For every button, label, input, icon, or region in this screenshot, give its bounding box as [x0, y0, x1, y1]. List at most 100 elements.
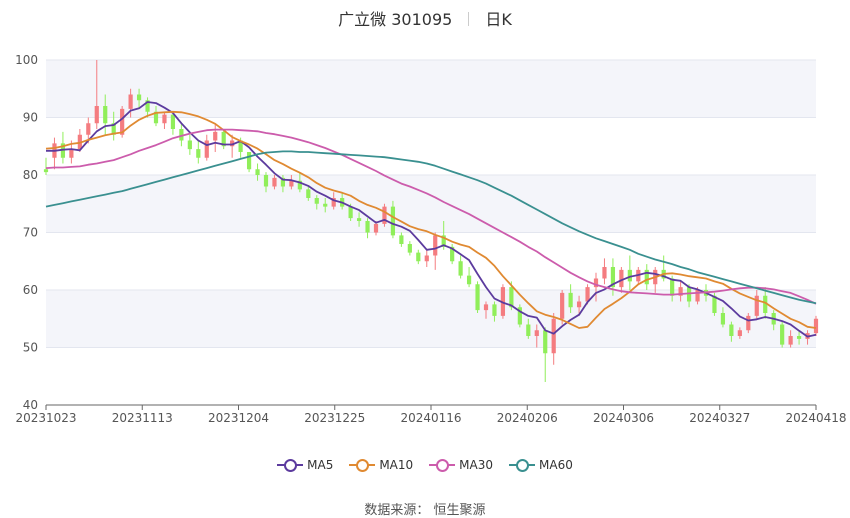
candle-body [238, 140, 243, 152]
legend-marker [349, 458, 376, 472]
candle-body [593, 278, 599, 288]
candle-body [813, 318, 819, 334]
period-label: 日K [485, 10, 512, 29]
candle-body [272, 177, 277, 187]
candle-body [475, 284, 480, 311]
candle-body [788, 336, 793, 345]
candle-body [543, 330, 548, 354]
legend-label: MA10 [379, 458, 414, 472]
x-tick-label: 20231113 [112, 411, 173, 425]
candle-body [500, 287, 506, 316]
y-tick-label: 90 [23, 111, 38, 125]
candle-body [221, 131, 226, 147]
candle-body [111, 123, 116, 135]
candle-body [162, 114, 167, 124]
y-tick-label: 80 [23, 168, 38, 182]
candle-body [754, 295, 759, 316]
legend-item-ma5[interactable]: MA5 [277, 458, 333, 472]
candle-body [720, 313, 726, 325]
candle-body [136, 94, 142, 101]
candle-body [407, 244, 412, 253]
candle-body [179, 129, 184, 141]
candle-body [263, 175, 269, 187]
candle-body [103, 106, 108, 124]
candle-body [466, 275, 472, 285]
candle-body [196, 149, 201, 158]
legend-marker [509, 458, 536, 472]
candle-body [610, 267, 616, 288]
candle-body [416, 252, 421, 262]
candle-body [780, 324, 785, 345]
candle-body [348, 206, 353, 219]
legend-marker [277, 458, 304, 472]
candle-body [280, 177, 286, 187]
grid-band [46, 60, 816, 118]
candle-body [746, 315, 751, 331]
candle-body [737, 330, 742, 336]
candle-body [729, 324, 734, 336]
candle-body [373, 223, 379, 233]
candle-body [255, 169, 260, 175]
ma5-line [46, 101, 817, 338]
candle-body [619, 269, 624, 288]
legend-item-ma10[interactable]: MA10 [349, 458, 413, 472]
legend-item-ma60[interactable]: MA60 [509, 458, 573, 472]
candle-body [382, 206, 387, 224]
y-tick-label: 50 [23, 341, 38, 355]
x-tick-label: 20231023 [15, 411, 76, 425]
candle-body [145, 100, 150, 112]
candle-body [560, 292, 565, 319]
candle-body [576, 301, 582, 308]
candle-body [602, 267, 607, 279]
x-tick-label: 20240206 [497, 411, 558, 425]
x-tick-label: 20240327 [689, 411, 750, 425]
candle-body [568, 292, 573, 308]
candle-body [297, 180, 302, 190]
data-source: 数据来源： 恒生聚源 [364, 503, 486, 518]
candle-body [585, 287, 590, 302]
candle-body [246, 152, 252, 170]
candle-body [695, 290, 700, 302]
candle-body [128, 94, 133, 109]
title-divider [468, 12, 470, 26]
candle-body [86, 123, 91, 135]
candle-body [230, 140, 235, 147]
candle-body [686, 287, 692, 302]
y-tick-label: 40 [23, 398, 38, 412]
grid-band [46, 175, 816, 233]
candle-body [306, 189, 311, 198]
ma10-line [45, 110, 817, 329]
candle-body [509, 287, 514, 308]
legend-label: MA60 [539, 458, 573, 472]
candle-body [187, 140, 192, 150]
candle-body [483, 304, 489, 311]
candle-body [120, 108, 125, 135]
candle-body [433, 235, 438, 256]
ma30-line [45, 128, 817, 305]
candle-body [314, 198, 319, 204]
x-tick-label: 20240116 [400, 411, 461, 425]
legend: MA5 MA10 MA30 MA60 [0, 458, 850, 472]
legend-item-ma30[interactable]: MA30 [429, 458, 493, 472]
y-tick-label: 100 [15, 53, 38, 67]
x-tick-label: 20240306 [593, 411, 654, 425]
candle-body [670, 278, 675, 296]
candle-body [678, 287, 683, 296]
candle-body [458, 261, 463, 276]
grid-band [46, 290, 816, 348]
legend-label: MA30 [459, 458, 494, 472]
candle-body [289, 180, 294, 187]
chart-title: 广立微 301095 日K [0, 6, 850, 30]
candle-body [204, 140, 209, 158]
x-tick-label: 20240418 [785, 411, 846, 425]
candle-body [365, 221, 370, 233]
y-tick-label: 60 [23, 283, 38, 297]
candle-body [331, 198, 336, 207]
candle-body [441, 235, 446, 247]
candle-body [796, 336, 802, 339]
candle-body [644, 269, 649, 285]
candle-body [153, 111, 159, 124]
legend-marker [429, 458, 456, 472]
x-tick-label: 20231204 [208, 411, 269, 425]
